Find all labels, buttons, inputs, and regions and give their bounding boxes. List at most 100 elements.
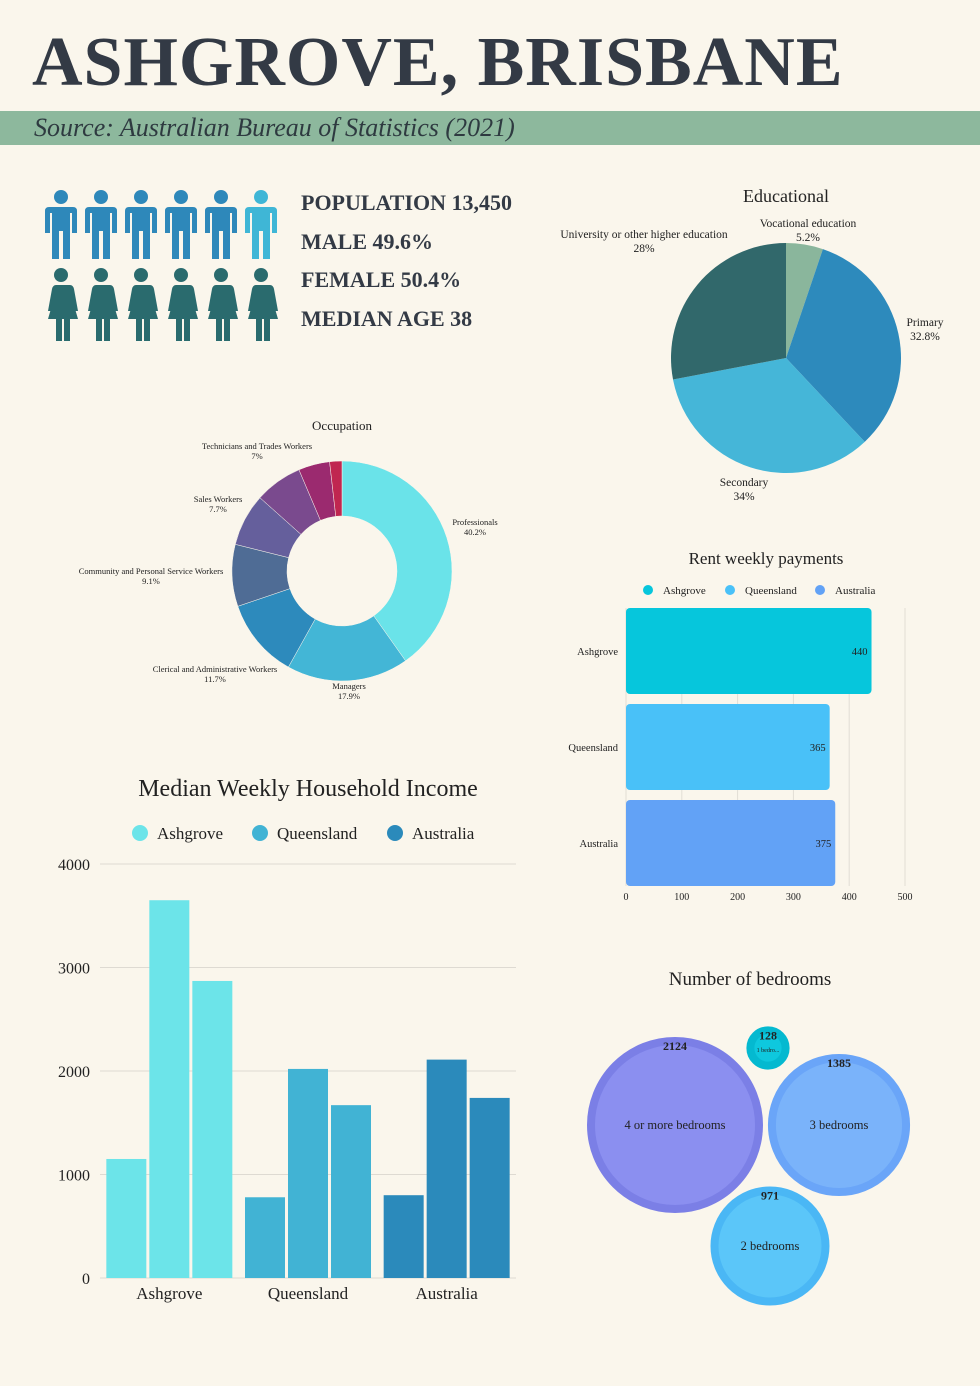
male-person-icon — [205, 190, 237, 259]
bar — [106, 1158, 147, 1278]
slice-label: Professionals — [452, 517, 497, 527]
slice-percent-label: 7.7% — [209, 504, 227, 514]
pie-slice — [671, 243, 786, 380]
male-body — [125, 207, 157, 259]
chart-title: Educational — [743, 186, 829, 206]
bar — [245, 1197, 285, 1278]
category-label: Australia — [580, 839, 619, 850]
male-stat: MALE 49.6% — [301, 229, 433, 254]
source-banner — [0, 111, 980, 145]
male-head — [214, 190, 228, 204]
bar — [192, 980, 233, 1278]
legend-label: Ashgrove — [663, 585, 706, 597]
donut-slice — [329, 460, 343, 517]
rent-bar-chart: Rent weekly payments Ashgrove Queensland Au… — [568, 549, 912, 903]
female-person-icon — [248, 268, 278, 341]
bedrooms-bubble-chart: Number of bedrooms 4 or more bedrooms 2124… — [587, 969, 911, 1306]
bubble — [746, 1026, 790, 1070]
male-person-icon — [45, 190, 77, 259]
category-label: Queensland — [568, 743, 618, 754]
x-tick-label: 200 — [730, 892, 745, 903]
slice-label: Sales Workers — [194, 494, 243, 504]
female-person-icon — [128, 268, 158, 341]
x-tick-label: 100 — [674, 892, 689, 903]
male-person-icon — [85, 190, 117, 259]
slice-label: Secondary — [720, 477, 769, 489]
legend-marker — [387, 825, 403, 841]
people-icons — [40, 186, 290, 341]
donut-slice — [341, 460, 453, 662]
slice-label: Vocational education — [760, 218, 857, 230]
female-head — [134, 268, 148, 282]
bar — [331, 1105, 371, 1278]
male-person-icon — [165, 190, 197, 259]
female-body — [88, 285, 118, 341]
legend-label: Queensland — [277, 824, 358, 843]
male-body — [245, 207, 277, 259]
slice-label: University or other higher education — [560, 229, 728, 241]
slice-label: Managers — [332, 681, 366, 691]
bar — [626, 608, 872, 694]
slice-percent-label: 7% — [251, 451, 262, 461]
slice-percent-label: 5.2% — [796, 232, 820, 244]
male-head — [94, 190, 108, 204]
legend-marker — [725, 585, 735, 595]
bubble-label: 3 bedrooms — [810, 1118, 869, 1132]
male-head — [174, 190, 188, 204]
bubble-value-label: 128 — [759, 1028, 777, 1042]
legend-label: Australia — [835, 585, 875, 597]
bubble-value-label: 971 — [761, 1189, 779, 1203]
male-head — [134, 190, 148, 204]
data-label: 440 — [852, 647, 868, 658]
income-bar-chart: Median Weekly Household Income Ashgrove Qu… — [58, 776, 516, 1303]
legend-marker — [815, 585, 825, 595]
slice-label: Primary — [906, 317, 943, 329]
male-head — [54, 190, 68, 204]
bar — [426, 1059, 467, 1278]
source-text: Source: Australian Bureau of Statistics … — [34, 113, 515, 142]
population-stat: POPULATION 13,450 — [301, 190, 513, 215]
people-icons-svg — [45, 190, 278, 341]
bubble — [587, 1037, 763, 1213]
y-tick-label: 2000 — [58, 1064, 90, 1081]
female-body — [48, 285, 78, 341]
pie-slice — [786, 249, 901, 442]
page-title: ASHGROVE, BRISBANE — [32, 24, 844, 101]
bubble-label: 1 bedro... — [757, 1048, 780, 1054]
female-body — [128, 285, 158, 341]
slice-label: Clerical and Administrative Workers — [153, 664, 278, 674]
slice-percent-label: 9.1% — [142, 576, 160, 586]
x-tick-label: 0 — [624, 892, 629, 903]
legend-marker — [132, 825, 148, 841]
bubble-label: 4 or more bedrooms — [624, 1118, 725, 1132]
y-tick-label: 3000 — [58, 961, 90, 978]
female-person-icon — [168, 268, 198, 341]
chart-title: Median Weekly Household Income — [138, 776, 478, 802]
x-tick-label: 300 — [786, 892, 801, 903]
pie-slice — [786, 243, 823, 358]
female-head — [54, 268, 68, 282]
bar — [288, 1068, 328, 1278]
bubble-value-label: 1385 — [827, 1056, 851, 1070]
male-person-icon — [125, 190, 157, 259]
bubble-value-label: 2124 — [663, 1039, 687, 1053]
category-label: Australia — [416, 1284, 479, 1303]
chart-title: Rent weekly payments — [689, 549, 844, 568]
female-person-icon — [48, 268, 78, 341]
male-person-icon — [245, 190, 277, 259]
female-person-icon — [208, 268, 238, 341]
bar — [626, 800, 836, 886]
median-age-stat: MEDIAN AGE 38 — [301, 306, 473, 331]
legend-marker — [643, 585, 653, 595]
pie-slice — [673, 358, 865, 473]
female-head — [214, 268, 228, 282]
female-body — [168, 285, 198, 341]
female-stat: FEMALE 50.4% — [301, 267, 462, 292]
legend-label: Queensland — [745, 585, 797, 597]
slice-percent-label: 11.7% — [204, 674, 226, 684]
slice-percent-label: 28% — [633, 243, 655, 255]
female-head — [254, 268, 268, 282]
slice-label: Technicians and Trades Workers — [202, 441, 312, 451]
female-body — [248, 285, 278, 341]
bubble — [710, 1186, 830, 1306]
